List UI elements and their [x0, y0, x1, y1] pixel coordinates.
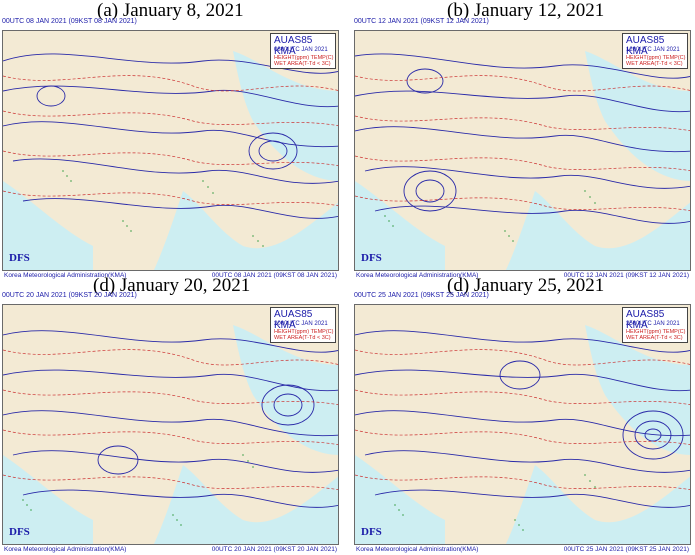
map-header: 00UTC 12 JAN 2021 (09KST 12 JAN 2021) — [354, 18, 489, 25]
dfs-logo: DFS — [361, 252, 382, 264]
map-footer: Korea Meteorological Administration(KMA)… — [354, 546, 691, 555]
caption-a: (a) January 8, 2021 — [97, 0, 244, 21]
footer-organization: Korea Meteorological Administration(KMA) — [4, 272, 127, 279]
footer-time: 00UTC 25 JAN 2021 (09KST 25 JAN 2021) — [563, 546, 689, 553]
weather-map: AUAS85 KMA 1200UTC JAN 2021 HEIGHT(gpm) … — [354, 30, 691, 271]
map-footer: Korea Meteorological Administration(KMA)… — [354, 272, 691, 281]
map-header: 00UTC 25 JAN 2021 (09KST 25 JAN 2021) — [354, 292, 489, 299]
info-line1: HEIGHT(gpm) TEMP(C) — [626, 329, 686, 335]
info-title: AUAS85 KMA — [274, 35, 313, 57]
caption-d: (d) January 25, 2021 — [447, 275, 605, 296]
info-line2: WET AREA(T-Td < 3C) — [274, 335, 331, 341]
map-drawing — [355, 325, 690, 544]
dfs-logo: DFS — [9, 252, 30, 264]
info-line2: WET AREA(T-Td < 3C) — [274, 61, 331, 67]
map-info-box: AUAS85 KMA 2500UTC JAN 2021 HEIGHT(gpm) … — [622, 307, 688, 343]
info-time: 0800UTC JAN 2021 — [274, 47, 328, 53]
weather-map-panel-b: 00UTC 12 JAN 2021 (09KST 12 JAN 2021) — [354, 18, 691, 281]
info-line1: HEIGHT(gpm) TEMP(C) — [626, 55, 686, 61]
info-time: 2000UTC JAN 2021 — [274, 321, 328, 327]
map-drawing — [355, 51, 690, 270]
footer-time: 00UTC 12 JAN 2021 (09KST 12 JAN 2021) — [563, 272, 689, 279]
info-time: 2500UTC JAN 2021 — [626, 321, 680, 327]
caption-c: (d) January 20, 2021 — [93, 275, 251, 296]
weather-map-panel-c: 00UTC 20 JAN 2021 (09KST 20 JAN 2021) — [2, 292, 339, 555]
dfs-logo: DFS — [9, 526, 30, 538]
map-drawing — [3, 51, 338, 270]
weather-map: AUAS85 KMA 2000UTC JAN 2021 HEIGHT(gpm) … — [2, 304, 339, 545]
map-footer: Korea Meteorological Administration(KMA)… — [2, 272, 339, 281]
footer-time: 00UTC 08 JAN 2021 (09KST 08 JAN 2021) — [211, 272, 337, 279]
weather-map: AUAS85 KMA 2500UTC JAN 2021 HEIGHT(gpm) … — [354, 304, 691, 545]
map-header: 00UTC 20 JAN 2021 (09KST 20 JAN 2021) — [2, 292, 137, 299]
info-title: AUAS85 KMA — [274, 309, 313, 331]
info-line1: HEIGHT(gpm) TEMP(C) — [274, 329, 334, 335]
info-line2: WET AREA(T-Td < 3C) — [626, 335, 683, 341]
map-header: 00UTC 08 JAN 2021 (09KST 08 JAN 2021) — [2, 18, 137, 25]
footer-organization: Korea Meteorological Administration(KMA) — [4, 546, 127, 553]
map-drawing — [3, 325, 338, 544]
weather-map: AUAS85 KMA 0800UTC JAN 2021 HEIGHT(gpm) … — [2, 30, 339, 271]
map-info-box: AUAS85 KMA 1200UTC JAN 2021 HEIGHT(gpm) … — [622, 33, 688, 69]
dfs-logo: DFS — [361, 526, 382, 538]
footer-organization: Korea Meteorological Administration(KMA) — [356, 546, 479, 553]
footer-organization: Korea Meteorological Administration(KMA) — [356, 272, 479, 279]
info-time: 1200UTC JAN 2021 — [626, 47, 680, 53]
weather-map-panel-d: 00UTC 25 JAN 2021 (09KST 25 JAN 2021) — [354, 292, 691, 555]
info-line2: WET AREA(T-Td < 3C) — [626, 61, 683, 67]
info-title: AUAS85 KMA — [626, 35, 665, 57]
footer-time: 00UTC 20 JAN 2021 (09KST 20 JAN 2021) — [211, 546, 337, 553]
map-footer: Korea Meteorological Administration(KMA)… — [2, 546, 339, 555]
info-line1: HEIGHT(gpm) TEMP(C) — [274, 55, 334, 61]
caption-b: (b) January 12, 2021 — [447, 0, 605, 21]
map-info-box: AUAS85 KMA 0800UTC JAN 2021 HEIGHT(gpm) … — [270, 33, 336, 69]
info-title: AUAS85 KMA — [626, 309, 665, 331]
map-info-box: AUAS85 KMA 2000UTC JAN 2021 HEIGHT(gpm) … — [270, 307, 336, 343]
weather-map-panel-a: 00UTC 08 JAN 2021 (09KST 08 JAN 2021) — [2, 18, 339, 281]
